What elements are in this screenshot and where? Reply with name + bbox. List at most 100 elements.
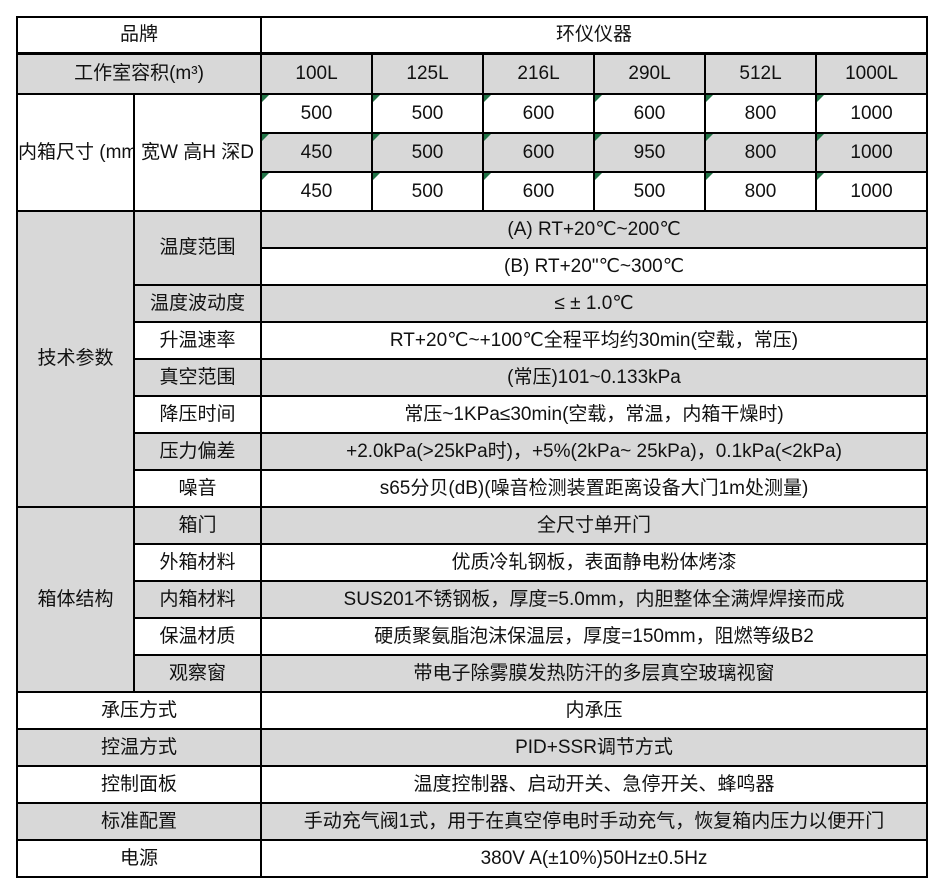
spec-label-cell: 保温材质: [132, 617, 263, 656]
spec-value-cell: +2.0kPa(>25kPa时)，+5%(2kPa~ 25kPa)，0.1kPa…: [260, 432, 929, 471]
spec-row: 箱体结构 箱门 全尺寸单开门: [16, 506, 929, 693]
spec-row: 内箱材料 SUS201不锈钢板，厚度=5.0mm，内胆整体全满焊焊接而成: [17, 580, 929, 619]
size-cell: 600: [482, 132, 596, 173]
capacity-value-cell: 512L: [704, 52, 818, 95]
cell-corner-flag-icon: [818, 174, 825, 180]
size-cell: 450: [260, 171, 374, 212]
cell-corner-flag-icon: [707, 96, 714, 102]
spec-row: 降压时间 常压~1KPa≤30min(空载，常温，内箱干燥时): [17, 395, 929, 434]
spec-row: 保温材质 硬质聚氨脂泡沫保温层，厚度=150mm，阻燃等级B2: [17, 617, 929, 656]
size-value: 500: [633, 180, 666, 202]
capacity-value-cell: 1000L: [815, 52, 929, 95]
size-cell: 1000: [815, 171, 929, 212]
temp-range-value-b-cell: (B) RT+20"℃~300℃: [260, 247, 929, 286]
cell-corner-flag-icon: [263, 96, 270, 102]
cell-corner-flag-icon: [374, 135, 381, 141]
spec-label-cell: 观察窗: [132, 654, 263, 693]
spec-value-cell: SUS201不锈钢板，厚度=5.0mm，内胆整体全满焊焊接而成: [260, 580, 929, 619]
cell-corner-flag-icon: [596, 96, 603, 102]
size-value: 1000: [850, 102, 893, 124]
cell-corner-flag-icon: [374, 174, 381, 180]
spec-label-cell: 标准配置: [15, 802, 263, 841]
spec-row: 压力偏差 +2.0kPa(>25kPa时)，+5%(2kPa~ 25kPa)，0…: [17, 432, 929, 471]
spec-row: 电源 380V A(±10%)50Hz±0.5Hz: [15, 839, 929, 878]
spec-label-cell: 压力偏差: [132, 432, 263, 471]
size-value: 450: [300, 141, 333, 163]
size-value: 600: [522, 141, 555, 163]
size-value: 600: [633, 102, 666, 124]
cell-corner-flag-icon: [485, 96, 492, 102]
inner-size-row: 450 500 600 500 800 1000: [17, 171, 929, 212]
capacity-value-cell: 216L: [482, 52, 596, 95]
spec-label-cell: 电源: [15, 839, 263, 878]
capacity-row: 工作室容积(m³) 100L 125L 216L 290L 512L 1000L: [15, 52, 929, 95]
spec-value-cell: 常压~1KPa≤30min(空载，常温，内箱干燥时): [260, 395, 929, 434]
size-value: 600: [522, 102, 555, 124]
size-value: 950: [633, 141, 666, 163]
spec-value-cell: RT+20℃~+100℃全程平均约30min(空载，常压): [260, 321, 929, 360]
size-value: 800: [744, 102, 777, 124]
size-cell: 500: [371, 93, 485, 134]
spec-label-cell: 外箱材料: [132, 543, 263, 582]
spec-label-cell: 升温速率: [132, 321, 263, 360]
size-cell: 600: [593, 93, 707, 134]
size-cell: 500: [593, 171, 707, 212]
inner-size-row: 450 500 600 950 800 1000: [17, 132, 929, 173]
size-cell: 1000: [815, 132, 929, 173]
size-cell: 600: [482, 93, 596, 134]
spec-row: 观察窗 带电子除雾膜发热防汗的多层真空玻璃视窗: [17, 654, 929, 693]
size-cell: 500: [260, 93, 374, 134]
size-value: 600: [522, 180, 555, 202]
spec-row: 温度波动度 ≤ ± 1.0℃: [17, 284, 929, 323]
cell-corner-flag-icon: [263, 135, 270, 141]
spec-value-cell: 硬质聚氨脂泡沫保温层，厚度=150mm，阻燃等级B2: [260, 617, 929, 656]
cell-corner-flag-icon: [485, 135, 492, 141]
cell-corner-flag-icon: [485, 174, 492, 180]
spec-row: 外箱材料 优质冷轧钢板，表面静电粉体烤漆: [17, 543, 929, 582]
spec-row: 承压方式 内承压: [15, 691, 929, 730]
size-value: 1000: [850, 180, 893, 202]
spec-label-cell: 内箱材料: [132, 580, 263, 619]
size-value: 1000: [850, 141, 893, 163]
spec-label-cell: 降压时间: [132, 395, 263, 434]
cell-corner-flag-icon: [818, 135, 825, 141]
size-cell: 500: [371, 171, 485, 212]
cell-corner-flag-icon: [596, 135, 603, 141]
inner-size-row: 内箱尺寸 (mm 宽W 高H 深D 500 500 600 600 800 10…: [16, 93, 929, 212]
temp-range-row-b: (B) RT+20"℃~300℃: [17, 247, 929, 286]
size-value: 500: [411, 102, 444, 124]
cell-corner-flag-icon: [707, 174, 714, 180]
size-cell: 800: [704, 171, 818, 212]
capacity-value-cell: 290L: [593, 52, 707, 95]
spec-value-cell: ≤ ± 1.0℃: [260, 284, 929, 323]
product-spec-table: 品牌 环仪仪器 工作室容积(m³) 100L 125L 216L 290L 51…: [15, 16, 929, 878]
structure-group-cell: 箱体结构: [16, 506, 135, 693]
brand-label-cell: 品牌: [15, 16, 263, 55]
brand-row: 品牌 环仪仪器: [15, 16, 929, 55]
size-value: 500: [411, 141, 444, 163]
cell-corner-flag-icon: [374, 96, 381, 102]
spec-label-cell: 温度波动度: [132, 284, 263, 323]
inner-size-label-cell: 内箱尺寸 (mm: [16, 93, 135, 212]
spec-value-cell: 手动充气阀1式，用于在真空停电时手动充气，恢复箱内压力以便开门: [260, 802, 929, 841]
cell-corner-flag-icon: [596, 174, 603, 180]
spec-value-cell: s65分贝(dB)(噪音检测装置距离设备大门1m处测量): [260, 469, 929, 508]
spec-label-cell: 控温方式: [15, 728, 263, 767]
spec-label-cell: 真空范围: [132, 358, 263, 397]
spec-value-cell: 优质冷轧钢板，表面静电粉体烤漆: [260, 543, 929, 582]
spec-row: 升温速率 RT+20℃~+100℃全程平均约30min(空载，常压): [17, 321, 929, 360]
spec-value-cell: 带电子除雾膜发热防汗的多层真空玻璃视窗: [260, 654, 929, 693]
spec-label-cell: 承压方式: [15, 691, 263, 730]
size-value: 500: [411, 180, 444, 202]
spec-row: 控制面板 温度控制器、启动开关、急停开关、蜂鸣器: [15, 765, 929, 804]
spec-row: 控温方式 PID+SSR调节方式: [15, 728, 929, 767]
size-cell: 950: [593, 132, 707, 173]
temp-range-label-cell: 温度范围: [132, 210, 263, 286]
cell-corner-flag-icon: [263, 174, 270, 180]
spec-value-cell: 全尺寸单开门: [260, 506, 929, 545]
temp-range-value-a-cell: (A) RT+20℃~200℃: [260, 210, 929, 249]
spec-label-cell: 箱门: [132, 506, 263, 545]
capacity-value-cell: 100L: [260, 52, 374, 95]
spec-value-cell: (常压)101~0.133kPa: [260, 358, 929, 397]
